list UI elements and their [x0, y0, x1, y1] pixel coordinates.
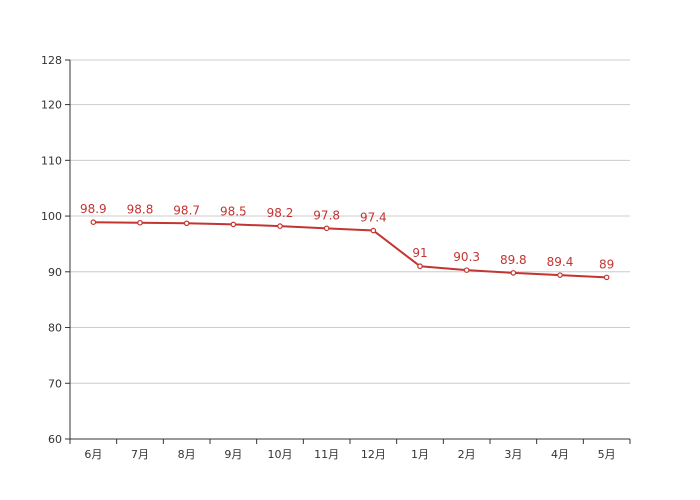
- data-point: [230, 221, 237, 228]
- data-point: [90, 219, 97, 225]
- x-tick-label: 4月: [551, 448, 569, 461]
- data-point: [557, 272, 563, 278]
- grid-lines: [70, 59, 630, 440]
- data-point: [183, 220, 190, 227]
- data-point: [137, 219, 143, 226]
- data-labels: 98.9 98.8 98.7 98.5 98.2 97.8 97.4 91 90.3 89.8 89…: [80, 202, 614, 271]
- data-label: 98.8: [127, 203, 154, 217]
- x-tick-label: 8月: [178, 448, 196, 461]
- data-label: 98.2: [267, 206, 294, 220]
- x-tick-label: 1月: [411, 448, 429, 461]
- data-point: [510, 270, 517, 276]
- y-tick-label: 100: [41, 210, 62, 223]
- x-tick-label: 6月: [84, 448, 102, 461]
- y-tick-label: 80: [48, 322, 62, 335]
- data-point: [417, 263, 423, 270]
- data-label: 98.7: [173, 203, 200, 217]
- x-tick-label: 12月: [361, 448, 386, 461]
- data-label: 97.8: [313, 208, 340, 222]
- data-label: 90.3: [453, 250, 480, 264]
- x-tick-label: 5月: [598, 448, 616, 461]
- y-tick-label: 120: [41, 99, 62, 112]
- data-label: 91: [412, 246, 427, 260]
- data-label: 98.9: [80, 202, 107, 216]
- axes: 60 70 80 90 100 110 120 128 6月 7月 8月 9月 10月 11月 12月 1月 2…: [41, 54, 631, 461]
- data-point: [323, 225, 330, 232]
- data-label: 98.5: [220, 204, 247, 218]
- x-tick-label: 11月: [314, 448, 339, 461]
- data-label: 89.4: [547, 255, 574, 269]
- series: [90, 219, 610, 281]
- y-tick-label: 110: [41, 154, 62, 167]
- data-point: [370, 227, 377, 234]
- x-tick-label: 7月: [131, 448, 149, 461]
- data-label: 89: [599, 257, 614, 271]
- data-point: [463, 267, 470, 273]
- data-label: 89.8: [500, 253, 527, 267]
- x-tick-label: 2月: [458, 448, 476, 461]
- data-point: [277, 223, 283, 229]
- y-tick-label: 128: [41, 54, 62, 67]
- y-tick-label: 90: [48, 266, 62, 279]
- data-point: [603, 274, 610, 281]
- y-tick-label: 70: [48, 377, 62, 390]
- y-tick-label: 60: [48, 433, 62, 446]
- x-tick-label: 3月: [504, 448, 522, 461]
- x-tick-label: 9月: [224, 448, 242, 461]
- data-label: 97.4: [360, 211, 387, 225]
- series-line: [93, 221, 607, 279]
- x-tick-label: 10月: [268, 448, 293, 461]
